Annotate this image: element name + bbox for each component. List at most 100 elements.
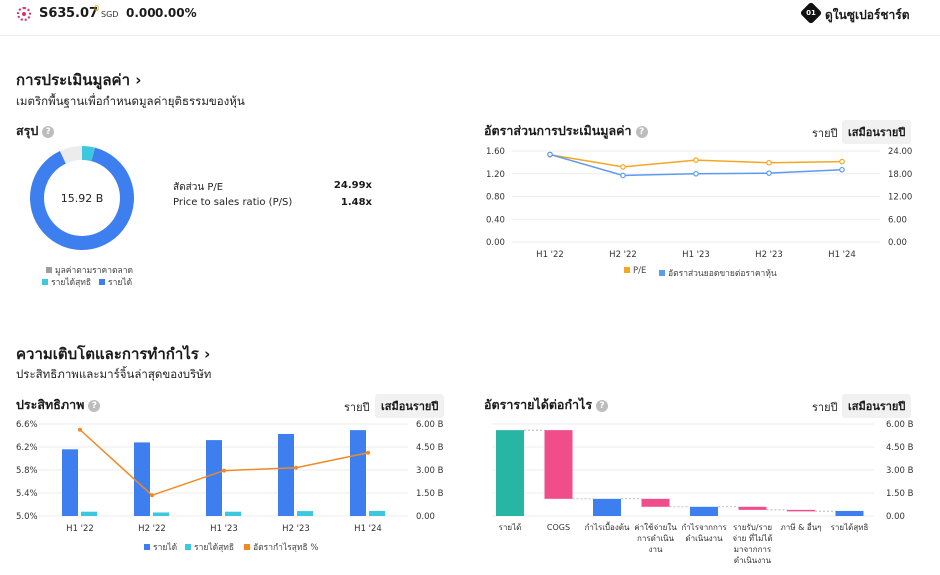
toggle-annual[interactable]: รายปี bbox=[812, 127, 838, 140]
legend-label: P/E bbox=[633, 266, 647, 276]
x-tick-label: จ่าย ที่ไม่ได้ bbox=[732, 532, 772, 543]
x-tick-label: H1 '23 bbox=[210, 524, 238, 534]
bar-revenue bbox=[206, 440, 222, 516]
last-price: 5.07 bbox=[66, 6, 99, 21]
price-superscript: 0 bbox=[94, 4, 100, 13]
metric-ps-value: 1.48x bbox=[340, 197, 372, 208]
y-tick-label: 0.00 bbox=[886, 512, 905, 522]
x-tick-label: การดำเนิน bbox=[637, 534, 675, 543]
summary-title-text: สรุป bbox=[16, 123, 39, 138]
y-right-tick-label: 3.00 B bbox=[416, 466, 444, 476]
x-tick-label: กำไรจากการ bbox=[681, 523, 727, 532]
data-point bbox=[547, 151, 553, 158]
y-right-tick-label: 0.00 bbox=[888, 238, 907, 248]
x-tick-label: ดำเนินงาน bbox=[685, 534, 723, 543]
y-tick-label: 3.00 B bbox=[886, 466, 914, 476]
y-left-tick-label: 0.00 bbox=[486, 238, 505, 248]
supercharts-badge: 01 bbox=[806, 9, 816, 17]
x-tick-label: รายรับ/ราย bbox=[733, 523, 772, 532]
summary-title: สรุป? bbox=[16, 121, 55, 141]
x-tick-label: H2 '23 bbox=[755, 250, 783, 260]
y-left-tick-label: 6.6% bbox=[16, 420, 38, 430]
legend-label: อัตรากำไรสุทธิ % bbox=[253, 543, 319, 553]
y-left-tick-label: 0.80 bbox=[486, 193, 505, 203]
waterfall-bar bbox=[593, 498, 621, 516]
bar-revenue bbox=[62, 449, 78, 516]
x-tick-label: รายได้ bbox=[499, 523, 522, 532]
legend-label: อัตราส่วนยอดขายต่อราคาหุ้น bbox=[668, 269, 777, 279]
legend-swatch bbox=[42, 279, 48, 285]
bar-net-income bbox=[153, 512, 169, 516]
data-point bbox=[222, 468, 226, 473]
valuation-ratios-title-text: อัตราส่วนการประเมินมูลค่า bbox=[484, 123, 632, 138]
performance-title-text: ประสิทธิภาพ bbox=[16, 397, 85, 412]
bar-net-income bbox=[81, 511, 97, 516]
x-tick-label: H1 '24 bbox=[354, 524, 382, 534]
legend-swatch bbox=[624, 267, 630, 273]
toggle-ttm[interactable]: เสมือนรายปี bbox=[842, 120, 912, 144]
performance-title: ประสิทธิภาพ? bbox=[16, 395, 101, 415]
x-tick-label: มาจากการ bbox=[734, 545, 772, 554]
ticker-symbol: S63 bbox=[39, 6, 67, 21]
revenue-to-profit-chart: 6.00 B 4.50 B 3.00 B 1.50 B 0.00 รายได้ COGS กำ… bbox=[492, 420, 914, 565]
legend-label: รายได้สุทธิ bbox=[194, 543, 235, 553]
waterfall-bar bbox=[690, 506, 718, 516]
growth-title[interactable]: ความเติบโตและการทำกำไร › bbox=[16, 345, 211, 363]
supercharts-icon[interactable]: 01 bbox=[799, 1, 823, 25]
y-left-tick-label: 5.0% bbox=[16, 512, 38, 522]
y-right-tick-label: 6.00 bbox=[888, 215, 907, 225]
toggle-ttm[interactable]: เสมือนรายปี bbox=[375, 394, 445, 418]
help-icon[interactable]: ? bbox=[42, 126, 55, 138]
toggle-annual[interactable]: รายปี bbox=[344, 401, 370, 414]
help-icon[interactable]: ? bbox=[596, 400, 609, 412]
waterfall-bar bbox=[641, 498, 670, 507]
legend-swatch bbox=[659, 270, 665, 276]
data-point bbox=[766, 159, 772, 166]
bar-net-income bbox=[297, 511, 313, 516]
data-point bbox=[839, 166, 845, 173]
y-left-tick-label: 1.20 bbox=[486, 170, 505, 180]
help-icon[interactable]: ? bbox=[88, 400, 101, 412]
data-point bbox=[620, 172, 626, 179]
summary-donut-chart: 15.92 B bbox=[30, 146, 134, 250]
bar-net-income bbox=[225, 511, 241, 516]
x-tick-label: COGS bbox=[547, 523, 570, 532]
performance-chart: 6.6% 6.2% 5.8% 5.4% 5.0% 6.00 B 4.50 B 3.00 B 1.… bbox=[16, 420, 444, 534]
y-right-tick-label: 0.00 bbox=[416, 512, 435, 522]
x-tick-label: H2 '22 bbox=[609, 250, 637, 260]
toggle-annual[interactable]: รายปี bbox=[812, 401, 838, 414]
perf-legend-revenue: รายได้ bbox=[144, 540, 177, 554]
x-tick-label: H1 '22 bbox=[536, 250, 564, 260]
x-tick-label: ภาษี & อื่นๆ bbox=[781, 521, 822, 532]
price-change-percent: 0.00% bbox=[155, 6, 197, 20]
data-point bbox=[693, 157, 699, 163]
data-point bbox=[150, 493, 154, 498]
data-point bbox=[620, 164, 626, 170]
currency-label: SGD bbox=[101, 10, 119, 19]
help-icon[interactable]: ? bbox=[635, 126, 648, 138]
waterfall-bar bbox=[544, 430, 573, 499]
valuation-ratios-title: อัตราส่วนการประเมินมูลค่า? bbox=[484, 121, 648, 141]
valuation-subtitle: เมตริกพื้นฐานเพื่อกำหนดมูลค่ายุติธรรมของ… bbox=[16, 94, 245, 108]
y-left-tick-label: 5.4% bbox=[16, 489, 38, 499]
x-tick-label: รายได้สุทธิ bbox=[831, 523, 869, 532]
summary-legend-revenue: รายได้ bbox=[99, 275, 132, 289]
data-point bbox=[766, 170, 772, 176]
company-logo bbox=[17, 7, 31, 21]
y-tick-label: 6.00 B bbox=[886, 420, 914, 430]
legend-label: รายได้ bbox=[108, 278, 133, 288]
ratios-legend-pe: P/E bbox=[624, 266, 646, 276]
toggle-ttm[interactable]: เสมือนรายปี bbox=[842, 394, 912, 418]
x-tick-label: งาน bbox=[649, 545, 663, 554]
valuation-title[interactable]: การประเมินมูลค่า › bbox=[16, 71, 142, 89]
metric-ps-label: Price to sales ratio (P/S) bbox=[173, 197, 293, 208]
data-point bbox=[294, 465, 298, 470]
x-tick-label: H1 '22 bbox=[66, 524, 94, 534]
supercharts-link[interactable]: ดูในซูเปอร์ชาร์ต bbox=[825, 8, 910, 22]
legend-swatch bbox=[46, 267, 52, 273]
waterfall-title: อัตรารายได้ต่อกำไร? bbox=[484, 395, 609, 415]
x-tick-label: ดำเนินงาน bbox=[734, 556, 772, 565]
ratios-legend-ps: อัตราส่วนยอดขายต่อราคาหุ้น bbox=[659, 266, 777, 280]
net-margin-line bbox=[79, 429, 369, 497]
waterfall-bar bbox=[496, 430, 524, 516]
